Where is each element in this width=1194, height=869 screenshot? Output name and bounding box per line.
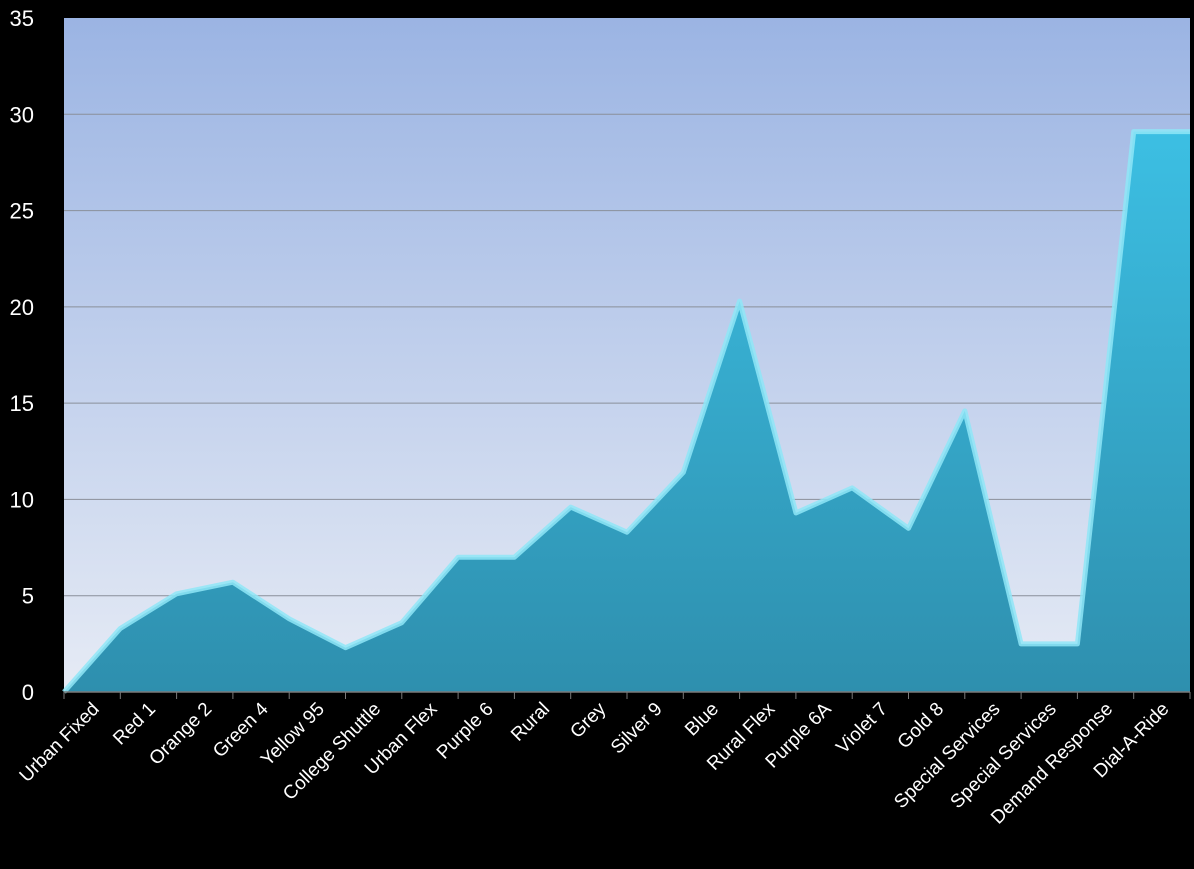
- x-tick-label: Silver 9: [607, 699, 667, 759]
- area-series: [62, 129, 1190, 694]
- x-tick-label: Orange 2: [145, 699, 216, 770]
- area-top-edge: [62, 129, 1190, 694]
- area-fill: [64, 131, 1190, 693]
- y-tick-label: 15: [10, 391, 34, 416]
- y-tick-label: 10: [10, 487, 34, 512]
- x-tick-label: Rural: [507, 699, 554, 746]
- y-tick-label: 5: [22, 584, 34, 609]
- x-tick-label: Special Services: [890, 699, 1004, 813]
- y-tick-label: 35: [10, 6, 34, 31]
- y-tick-label: 30: [10, 102, 34, 127]
- x-tick-label: Urban Fixed: [16, 699, 104, 787]
- x-tick-label: Grey: [566, 698, 610, 742]
- x-tick-label: College Shuttle: [279, 699, 385, 805]
- x-tick-label: Purple 6: [433, 699, 498, 764]
- x-tick-label: Red 1: [109, 699, 160, 750]
- x-tick-label: Blue: [681, 699, 723, 741]
- y-axis-ticks: 0 5 10 15 20 25 30 35: [10, 6, 34, 705]
- x-tick-label: Gold 8: [894, 699, 948, 753]
- y-tick-label: 25: [10, 199, 34, 224]
- y-tick-label: 20: [10, 295, 34, 320]
- x-tick-label: Special Services: [947, 699, 1061, 813]
- y-tick-label: 0: [22, 680, 34, 705]
- x-tick-label: Violet 7: [832, 699, 891, 758]
